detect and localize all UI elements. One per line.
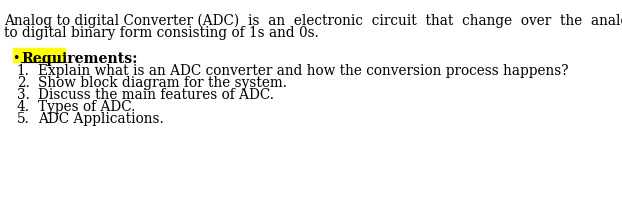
- Text: 1.: 1.: [17, 64, 30, 78]
- Text: Show block diagram for the system.: Show block diagram for the system.: [39, 76, 287, 90]
- Text: 3.: 3.: [17, 88, 30, 102]
- Text: 4.: 4.: [17, 99, 30, 114]
- FancyBboxPatch shape: [13, 49, 20, 63]
- Text: 2.: 2.: [17, 76, 30, 90]
- Text: Types of ADC.: Types of ADC.: [39, 99, 136, 114]
- Text: ADC Applications.: ADC Applications.: [39, 111, 164, 125]
- Text: Discuss the main features of ADC.: Discuss the main features of ADC.: [39, 88, 274, 102]
- Text: Explain what is an ADC converter and how the conversion process happens?: Explain what is an ADC converter and how…: [39, 64, 569, 78]
- Text: Requirements:: Requirements:: [21, 52, 137, 66]
- Text: to digital binary form consisting of 1s and 0s.: to digital binary form consisting of 1s …: [4, 26, 319, 40]
- Text: 5.: 5.: [17, 111, 30, 125]
- Text: •: •: [12, 52, 20, 65]
- Text: Analog to digital Converter (ADC)  is  an  electronic  circuit  that  change  ov: Analog to digital Converter (ADC) is an …: [4, 14, 622, 28]
- FancyBboxPatch shape: [20, 49, 65, 63]
